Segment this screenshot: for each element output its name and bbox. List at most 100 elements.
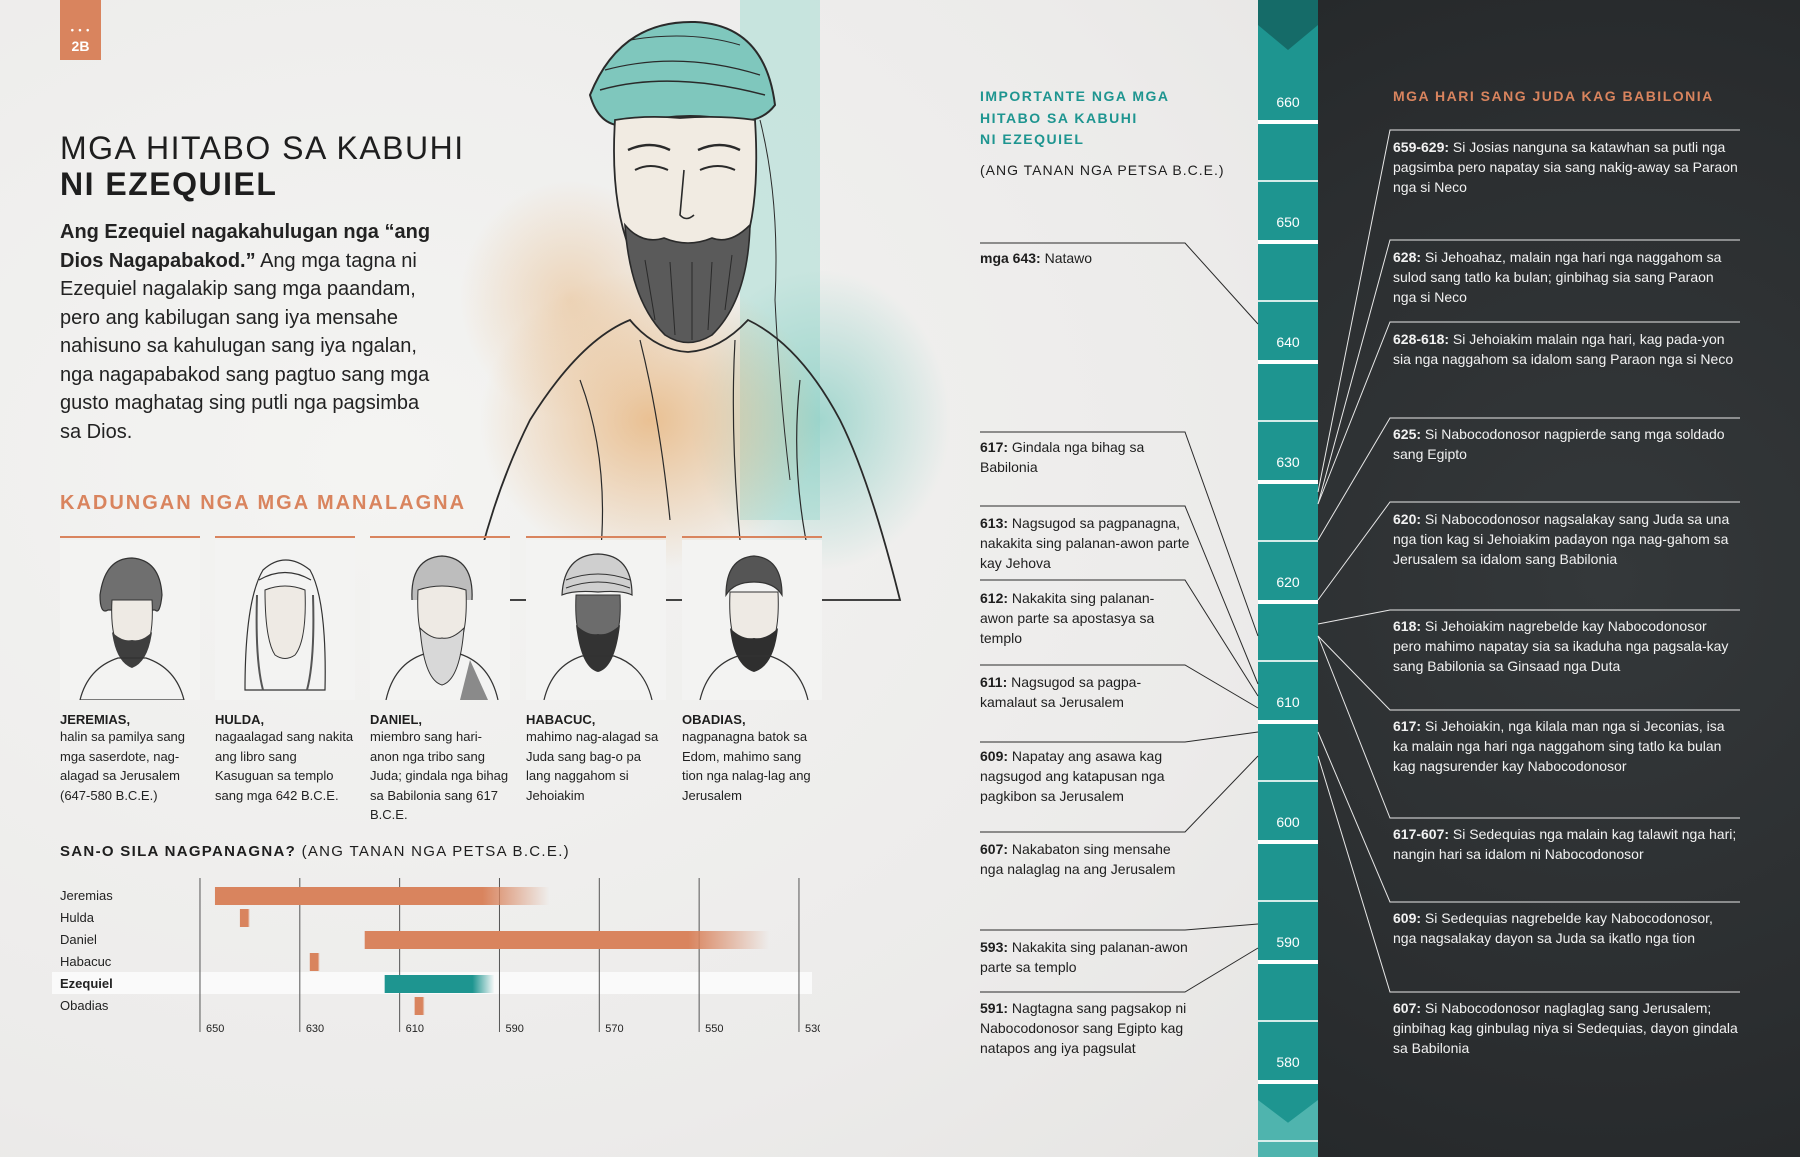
timeline-year-label: 630 [1276,454,1300,470]
prophet-timeline-chart: 650 630 610 590 570 550 530 Jeremias Hulda Daniel… [52,878,820,1035]
card-rule [682,536,822,538]
chart-title-rest: (ANG TANAN NGA PETSA B.C.E.) [296,843,570,860]
king-text: Si Jehoiakim malain nga hari, kag pada-y… [1393,331,1734,367]
prophet-name: JEREMIAS, [60,712,131,727]
timeline-year-label: 580 [1276,1054,1300,1070]
king-date: 609: [1393,910,1422,926]
event-date: 591: [980,1000,1009,1016]
timeline-minor-tick [1258,300,1318,302]
timeline-year-label: 610 [1276,694,1300,710]
event-text: Nagtagna sang pagsakop ni Nabocodonosor … [980,1000,1187,1056]
event-text: Gindala nga bihag sa Babilonia [980,439,1145,475]
events-heading-line: NI EZEQUIEL [980,131,1085,147]
king-text: Si Sedequias nagrebelde kay Nabocodonoso… [1393,910,1713,946]
timeline-major-tick [1258,360,1318,364]
prophet-name: HULDA, [215,712,265,727]
events-heading-line: IMPORTANTE NGA MGA [980,88,1170,104]
range-bar-hulda [239,909,250,927]
events-heading-line: HITABO SA KABUHI [980,109,1138,126]
event-text: Nagsugod sa pagpa-kamalaut sa Jerusalem [980,674,1142,710]
event-text: Nakakita sing palanan-awon parte sa temp… [980,939,1188,975]
event-date: mga 643: [980,250,1041,266]
timeline-minor-tick [1258,780,1318,782]
intro-text: Ang mga tagna ni Ezequiel nagalakip sang… [60,249,430,443]
card-rule [60,536,200,538]
timeline-minor-tick [1258,1020,1318,1022]
daniel-portrait [370,540,510,701]
page-number-badge: • • • 2B [60,0,101,60]
timeline-major-tick [1258,600,1318,604]
event-text: Nakakita sing palanan-awon parte sa apos… [980,590,1155,646]
row-label: Daniel [60,932,97,947]
king-date: 607: [1393,1000,1422,1016]
prophet-desc: halin sa pamilya sang mga saserdote, nag… [60,729,186,803]
prophet-name: DANIEL, [370,712,422,727]
x-tick-label: 630 [306,1023,324,1035]
event-item: 591: Nagtagna sang pagsakop ni Nabocodon… [980,998,1195,1058]
badge-dots: • • • [70,25,91,35]
king-text: Si Nabocodonosor nagsalakay sang Juda sa… [1393,511,1730,567]
ezekiel-portrait [460,0,950,601]
king-date: 659-629: [1393,139,1450,155]
event-item: 607: Nakabaton sing mensahe nga nalaglag… [980,839,1185,879]
timeline-minor-tick [1258,420,1318,422]
king-date: 617-607: [1393,826,1450,842]
prophet-card-obadias: OBADIAS, nagpanagna batok sa Edom, mahim… [682,536,822,805]
card-rule [370,536,510,538]
range-bar-obadias [414,997,425,1015]
king-date: 628-618: [1393,331,1450,347]
x-tick-label: 570 [605,1023,623,1035]
row-label: Habacuc [60,954,112,969]
chart-title: SAN-O SILA NAGPANAGNA? (ANG TANAN NGA PE… [60,843,570,860]
events-subheading: (ANG TANAN NGA PETSA B.C.E.) [980,162,1225,178]
event-date: 607: [980,841,1009,857]
king-item: 628: Si Jehoahaz, malain nga hari nga na… [1393,247,1738,307]
king-date: 620: [1393,511,1422,527]
event-item: 617: Gindala nga bihag sa Babilonia [980,437,1155,477]
event-text: Napatay ang asawa kag nagsugod ang katap… [980,748,1165,804]
timeline-minor-tick [1258,900,1318,902]
obadias-portrait [682,540,822,701]
range-bar-daniel [364,931,770,949]
x-tick-label: 550 [705,1023,723,1035]
king-item: 625: Si Nabocodonosor nagpierde sang mga… [1393,424,1738,464]
event-date: 609: [980,748,1009,764]
timeline-major-tick [1258,480,1318,484]
timeline-minor-tick [1258,660,1318,662]
event-item: 613: Nagsugod sa pagpanagna, nakakita si… [980,513,1192,573]
x-tick-label: 590 [505,1023,523,1035]
timeline-year-label: 600 [1276,814,1300,830]
timeline-major-tick [1258,720,1318,724]
prophet-desc: nagaalagad sang nakita ang libro sang Ka… [215,729,354,803]
king-text: Si Sedequias nga malain kag talawit nga … [1393,826,1737,862]
timeline-major-tick [1258,1080,1318,1084]
timeline-major-tick [1258,840,1318,844]
prophet-name: OBADIAS, [682,712,746,727]
king-item: 620: Si Nabocodonosor nagsalakay sang Ju… [1393,509,1738,569]
row-label: Hulda [60,910,95,925]
x-tick-label: 530 [805,1023,820,1035]
row-label: Obadias [60,998,109,1013]
timeline-minor-tick [1258,180,1318,182]
timeline-year-label: 590 [1276,934,1300,950]
king-item: 609: Si Sedequias nagrebelde kay Nabocod… [1393,908,1738,948]
prophet-card-jeremias: JEREMIAS, halin sa pamilya sang mga sase… [60,536,200,805]
timeline-year-label: 660 [1276,94,1300,110]
king-item: 628-618: Si Jehoiakim malain nga hari, k… [1393,329,1738,369]
king-item: 607: Si Nabocodonosor naglaglag sang Jer… [1393,998,1738,1058]
king-text: Si Josias nanguna sa katawhan sa putli n… [1393,139,1738,195]
kings-heading: MGA HARI SANG JUDA KAG BABILONIA [1393,88,1714,104]
timeline-minor-tick [1258,1140,1318,1142]
king-item: 617: Si Jehoiakin, nga kilala man nga si… [1393,716,1738,776]
prophets-heading: KADUNGAN NGA MGA MANALAGNA [60,492,467,514]
timeline-year-label: 640 [1276,334,1300,350]
prophet-desc: nagpanagna batok sa Edom, mahimo sang ti… [682,729,811,803]
card-rule [526,536,666,538]
x-tick-label: 650 [206,1023,224,1035]
king-text: Si Jehoiakin, nga kilala man nga si Jeco… [1393,718,1725,774]
event-item: 612: Nakakita sing palanan-awon parte sa… [980,588,1180,648]
event-date: 613: [980,515,1009,531]
king-date: 618: [1393,618,1422,634]
timeline-major-tick [1258,240,1318,244]
events-heading: IMPORTANTE NGA MGA HITABO SA KABUHI NI E… [980,86,1220,151]
